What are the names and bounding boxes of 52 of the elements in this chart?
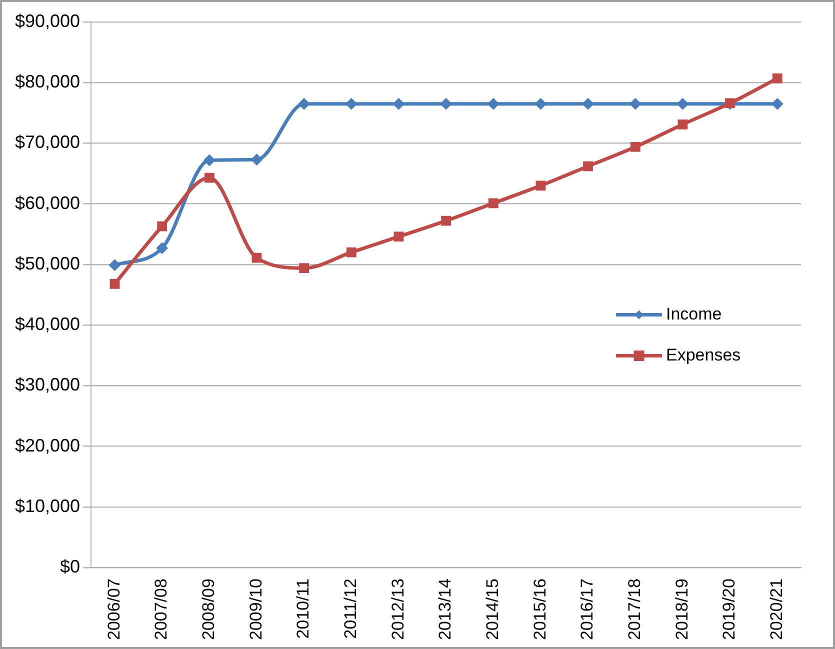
x-tick-label: 2008/09 [199,578,218,640]
x-tick-label: 2016/17 [578,578,597,640]
y-tick-label: $90,000 [14,10,80,31]
point [157,221,168,232]
point [678,119,688,130]
point [536,180,546,191]
point [299,263,309,274]
x-tick-label: 2019/20 [720,578,739,640]
y-tick-label: $50,000 [14,253,80,274]
x-tick-label: 2013/14 [436,578,455,640]
legend-label: Expenses [666,345,741,364]
point [108,259,121,272]
point [441,216,451,226]
x-tick-label: 2020/21 [767,578,786,640]
x-tick-label: 2006/07 [104,578,124,640]
y-tick-label: $30,000 [14,374,80,395]
point [110,278,120,289]
point [204,172,214,183]
point [771,98,784,110]
point [394,232,404,242]
y-tick-label: $60,000 [14,192,80,213]
point [676,98,689,110]
x-tick-label: 2011/12 [341,578,360,639]
point [345,98,358,110]
y-tick-label: $40,000 [14,314,80,334]
point [487,98,500,110]
point [583,161,593,172]
x-tick-label: 2010/11 [294,578,313,639]
x-tick-label: 2018/19 [672,578,692,640]
y-tick-label: $70,000 [14,132,80,152]
point [346,247,356,258]
y-tick-label: $20,000 [14,435,80,456]
point [250,154,263,166]
x-tick-label: 2009/10 [246,578,266,640]
point [156,242,168,254]
x-tick-label: 2012/13 [388,578,408,640]
y-tick-label: $80,000 [14,72,80,92]
point [252,252,262,263]
point [630,142,640,152]
point [203,154,216,166]
point [488,198,498,208]
point [629,98,642,110]
point [772,73,782,84]
point [392,98,405,110]
x-tick-label: 2015/16 [530,578,550,640]
y-tick-label: $0 [60,556,80,577]
point [534,98,547,110]
x-tick-label: 2017/18 [625,578,644,640]
y-tick-label: $10,000 [14,496,80,516]
legend-label: Income [666,304,722,324]
x-tick-label: 2014/15 [483,578,502,640]
x-tick-label: 2007/08 [152,578,171,640]
